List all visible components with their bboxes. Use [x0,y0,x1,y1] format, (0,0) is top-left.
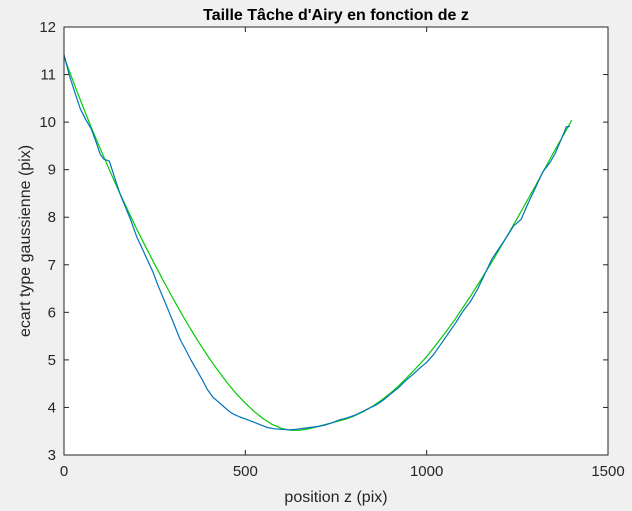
y-tick-label: 7 [48,257,56,274]
y-tick-label: 12 [39,19,56,36]
ticks-layer: 0 500 1000 1500 3 4 5 6 7 8 9 10 11 12 [39,19,624,480]
y-tick-label: 11 [40,67,56,84]
plot-area [64,27,608,455]
x-tick-label: 1000 [410,463,443,480]
axes-box [63,26,609,456]
series-line-data [63,54,570,431]
y-tick-label: 5 [48,352,56,369]
chart-title: Taille Tâche d'Airy en fonction de z [203,7,469,24]
x-tick-label: 0 [60,463,68,480]
y-tick-label: 6 [48,304,56,321]
y-tick-label: 9 [48,162,56,179]
series-layer [63,54,573,431]
x-axis-label: position z (pix) [284,489,387,506]
y-tick-label: 3 [48,447,56,464]
y-tick-label: 10 [39,114,56,131]
y-tick-label: 8 [48,209,56,226]
y-axis-label: ecart type gaussienne (pix) [17,145,34,337]
y-tick-label: 4 [48,399,56,416]
x-tick-label: 1500 [591,463,624,480]
x-tick-label: 500 [233,463,258,480]
